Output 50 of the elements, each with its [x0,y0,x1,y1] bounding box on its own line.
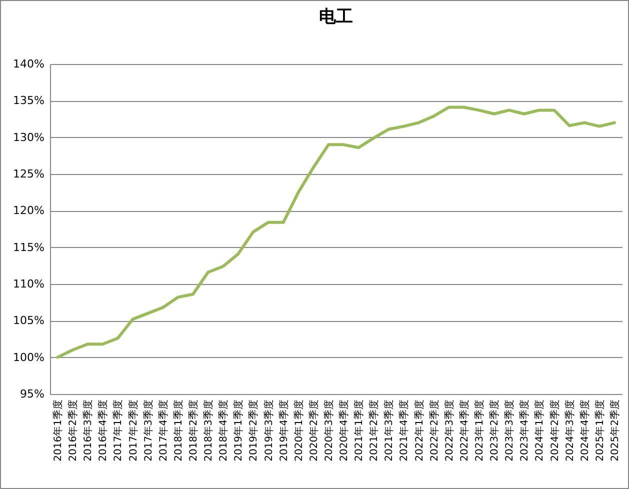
x-tick-label: 2018年4季度 [218,400,230,462]
x-tick-label: 2023年2季度 [488,400,501,462]
x-tick-label: 2019年3季度 [262,400,275,462]
x-tick-label: 2022年4季度 [458,400,470,462]
x-tick-label: 2016年3季度 [82,400,94,462]
x-tick-label: 2022年2季度 [428,400,440,462]
y-tick-label: 125% [13,168,44,180]
x-tick-label: 2016年2季度 [67,400,80,462]
x-tick-label: 2023年1季度 [474,400,486,462]
x-tick-label: 2019年4季度 [278,400,290,462]
x-tick-label: 2020年2季度 [308,400,320,462]
x-tick-label: 2016年1季度 [52,400,64,462]
x-tick-label: 2024年1季度 [534,400,546,462]
x-tick-label: 2018年3季度 [202,400,215,462]
x-tick-label: 2020年4季度 [338,400,350,462]
y-tick-label: 100% [13,350,44,364]
x-tick-label: 2021年3季度 [383,400,396,462]
y-tick-label: 140% [13,58,44,70]
x-tick-label: 2016年4季度 [97,400,110,462]
y-tick-label: 95% [20,388,44,400]
x-tick-label: 2017年2季度 [127,400,140,462]
y-tick-label: 110% [13,278,44,290]
y-tick-label: 120% [13,204,44,218]
x-tick-label: 2021年4季度 [398,400,410,462]
x-tick-label: 2017年1季度 [112,400,124,462]
x-tick-label: 2019年2季度 [248,400,260,462]
x-tick-label: 2025年2季度 [608,400,621,462]
y-tick-label: 115% [13,240,44,254]
x-tick-label: 2019年1季度 [232,400,245,462]
y-tick-label: 135% [13,94,44,108]
x-tick-label: 2024年3季度 [564,400,576,462]
x-tick-label: 2021年2季度 [368,400,380,462]
y-tick-label: 130% [13,130,44,144]
x-tick-label: 2024年4季度 [578,400,591,462]
x-tick-label: 2018年1季度 [172,400,184,462]
x-tick-label: 2020年1季度 [292,400,305,462]
x-tick-label: 2017年4季度 [157,400,170,462]
x-tick-label: 2022年1季度 [413,400,426,462]
x-tick-label: 2023年3季度 [504,400,516,462]
y-tick-label: 105% [13,314,44,328]
x-tick-label: 2020年3季度 [322,400,335,462]
x-tick-label: 2018年2季度 [188,400,200,462]
line-series [56,106,616,359]
x-tick-label: 2023年4季度 [518,400,531,462]
x-tick-label: 2024年2季度 [548,400,561,462]
x-tick-label: 2025年1季度 [594,400,606,462]
chart-title: 电工 [319,7,353,27]
x-tick-label: 2021年1季度 [353,400,366,462]
x-tick-label: 2017年3季度 [142,400,154,462]
x-tick-label: 2022年3季度 [443,400,456,462]
